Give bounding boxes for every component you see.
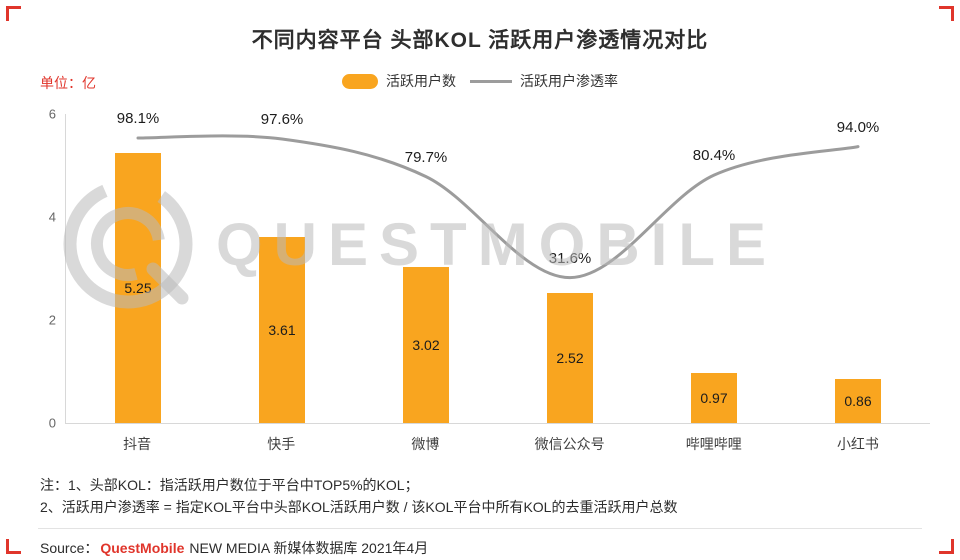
footnote-line-2: 2、活跃用户渗透率 = 指定KOL平台中头部KOL活跃用户数 / 该KOL平台中…	[40, 499, 678, 515]
x-category-label: 微信公众号	[534, 436, 605, 452]
corner-mark-bottom-right	[939, 539, 954, 554]
bar-哔哩哔哩: 0.97	[691, 373, 737, 423]
x-category-label: 微博	[411, 436, 440, 452]
chart-title: 不同内容平台 头部KOL 活跃用户渗透情况对比	[251, 29, 709, 52]
y-tick-label: 0	[48, 415, 56, 431]
legend-label-active-users: 活跃用户数	[386, 73, 456, 89]
x-category-label: 快手	[267, 436, 296, 452]
penetration-line-plot	[136, 134, 860, 280]
y-tick-label: 4	[48, 209, 56, 225]
source-brand: QuestMobile	[100, 540, 185, 556]
bar-value-label: 3.61	[268, 322, 296, 339]
corner-mark-bottom-left	[6, 539, 21, 554]
header-row: 单位：亿 活跃用户数 活跃用户渗透率	[0, 68, 960, 98]
unit-label: 单位：亿	[40, 75, 96, 91]
divider	[38, 528, 922, 529]
corner-mark-top-left	[6, 6, 21, 21]
line-value-label: 79.7%	[404, 148, 448, 166]
bar-value-label: 3.02	[412, 337, 440, 354]
bar-小红书: 0.86	[835, 378, 881, 423]
plot-area: 5.25 3.61 3.02 2.52 0.97 0.86 98.1% 97.6% 79.7% 3…	[65, 110, 930, 424]
x-category-label: 小红书	[836, 436, 879, 452]
footnotes: 注：1、头部KOL：指活跃用户数位于平台中TOP5%的KOL； 2、活跃用户渗透…	[40, 474, 920, 518]
bar-value-label: 2.52	[556, 350, 584, 367]
bar-微博: 3.02	[403, 267, 449, 423]
penetration-line	[136, 134, 860, 280]
line-value-label: 97.6%	[260, 111, 304, 129]
y-tick-label: 2	[48, 312, 56, 328]
legend: 活跃用户数 活跃用户渗透率	[0, 68, 960, 91]
x-category-label: 抖音	[123, 436, 152, 452]
legend-item-active-users: 活跃用户数	[342, 71, 456, 91]
x-category-label: 哔哩哔哩	[685, 436, 742, 452]
bar-value-label: 0.97	[700, 390, 728, 407]
bar-微信公众号: 2.52	[547, 293, 593, 423]
line-value-label: 94.0%	[836, 118, 880, 136]
footnote-line-1: 注：1、头部KOL：指活跃用户数位于平台中TOP5%的KOL；	[40, 477, 419, 493]
source-prefix: Source：	[40, 540, 99, 556]
line-value-label: 80.4%	[692, 147, 736, 165]
legend-label-penetration: 活跃用户渗透率	[520, 73, 618, 89]
bar-快手: 3.61	[259, 237, 305, 423]
bar-value-label: 0.86	[844, 392, 872, 409]
bar-swatch-icon	[342, 73, 378, 89]
corner-mark-top-right	[939, 6, 954, 21]
source-suffix: NEW MEDIA 新媒体数据库 2021年4月	[189, 540, 429, 556]
x-axis-labels: 抖音 快手 微博 微信公众号 哔哩哔哩 小红书	[65, 434, 930, 454]
line-value-label: 31.6%	[548, 249, 592, 267]
line-swatch-icon	[470, 79, 512, 83]
y-tick-label: 6	[48, 106, 56, 122]
y-axis: 0 2 4 6	[38, 107, 65, 431]
line-value-label: 98.1%	[116, 110, 160, 127]
source-line: Source： QuestMobile NEW MEDIA 新媒体数据库 2021年…	[40, 538, 920, 558]
legend-item-penetration: 活跃用户渗透率	[470, 71, 618, 91]
